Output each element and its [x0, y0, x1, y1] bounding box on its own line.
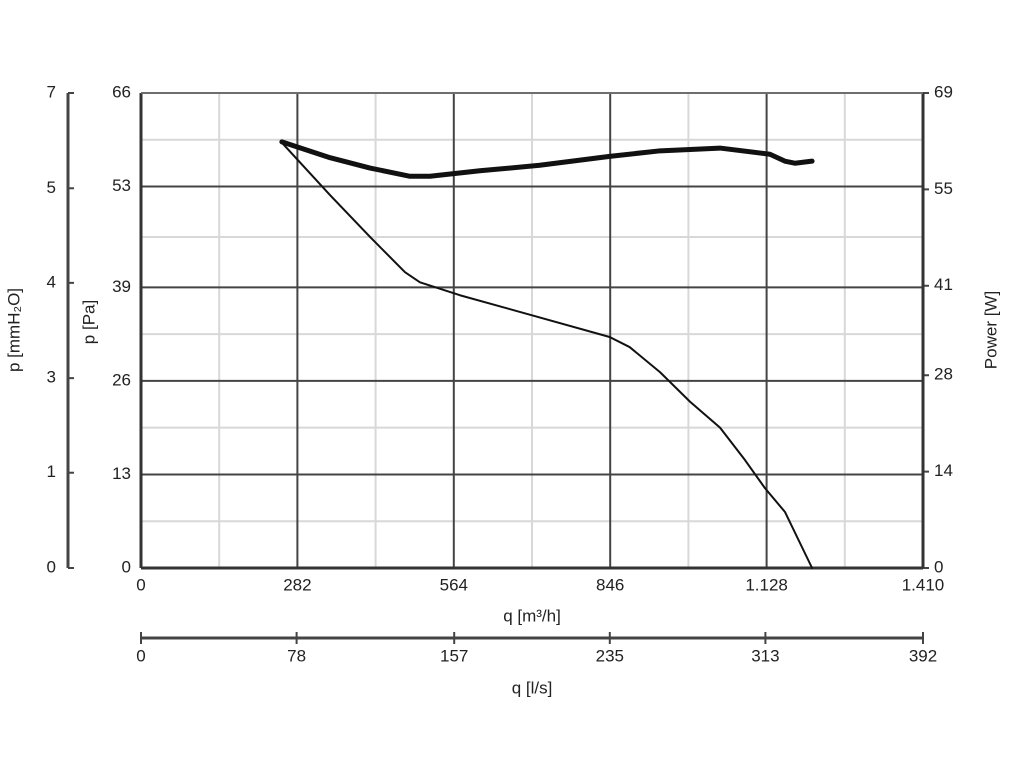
x-tick-label: 1.410: [902, 575, 945, 594]
y-tick-label: 53: [112, 176, 131, 195]
y-tick-label: 13: [112, 464, 131, 483]
y3-axis-title: p [mmH₂O]: [4, 288, 23, 372]
x2-tick-label: 157: [440, 646, 468, 665]
curve: [279, 139, 815, 179]
x-axis-title: q [m³/h]: [503, 606, 561, 625]
y3-tick-label: 3: [47, 368, 56, 387]
y2-axis-title: Power [W]: [981, 291, 1000, 369]
y-tick-label: 66: [112, 82, 131, 101]
y-tick-label: 39: [112, 277, 131, 296]
y3-tick-label: 1: [47, 462, 56, 481]
x2-axis-title: q [l/s]: [512, 678, 553, 697]
y2-tick-label: 0: [934, 557, 943, 576]
y3-tick-label: 4: [47, 272, 56, 291]
y2-tick-label: 14: [934, 461, 953, 480]
y2-tick-label: 28: [934, 365, 953, 384]
x-tick-label: 564: [440, 575, 468, 594]
y2-tick-label: 55: [934, 179, 953, 198]
x-tick-label: 846: [596, 575, 624, 594]
x-tick-label: 1.128: [745, 575, 788, 594]
y2-tick-label: 69: [934, 82, 953, 101]
y-axis-title: p [Pa]: [79, 300, 98, 344]
y2-tick-label: 41: [934, 275, 953, 294]
y-tick-label: 0: [122, 557, 131, 576]
x-tick-label: 282: [283, 575, 311, 594]
y-tick-label: 26: [112, 370, 131, 389]
y3-tick-label: 5: [47, 178, 56, 197]
x2-tick-label: 0: [136, 646, 145, 665]
x2-tick-label: 313: [751, 646, 779, 665]
y3-tick-label: 7: [47, 82, 56, 101]
y3-tick-label: 0: [47, 557, 56, 576]
x2-tick-label: 392: [909, 646, 937, 665]
x2-tick-label: 78: [287, 646, 306, 665]
curve: [280, 141, 814, 569]
x2-tick-label: 235: [596, 646, 624, 665]
x-tick-label: 0: [136, 575, 145, 594]
